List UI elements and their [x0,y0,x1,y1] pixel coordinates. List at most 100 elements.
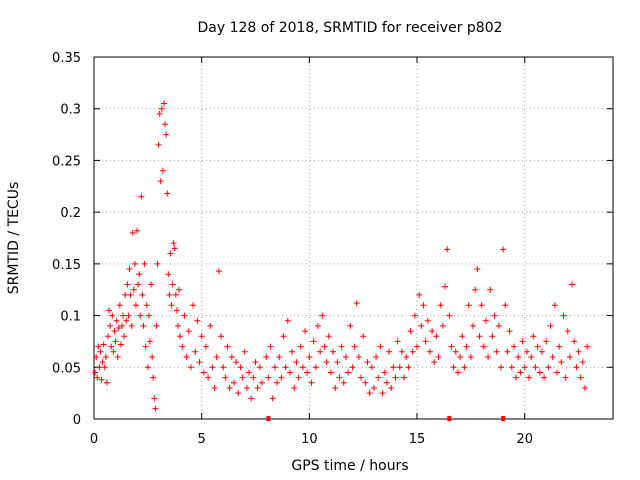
data-point [502,302,509,309]
data-point [144,364,151,371]
data-point [118,322,125,329]
data-point [211,384,218,391]
data-point [476,333,483,340]
data-point [304,369,311,376]
data-point [187,364,194,371]
data-point [547,322,554,329]
data-point [431,359,438,366]
data-point [541,374,548,381]
data-point [523,348,530,355]
data-point [179,343,186,350]
data-point [340,379,347,386]
data-point [554,369,561,376]
data-point [181,312,188,319]
data-point [109,312,116,319]
data-point [209,364,216,371]
data-point [243,384,250,391]
data-point [224,343,231,350]
data-point [577,374,584,381]
gap-marker [501,416,506,421]
data-point [392,374,399,381]
data-point [332,384,339,391]
data-point [205,374,212,381]
data-point [120,312,127,319]
data-point [558,359,565,366]
data-point [190,302,197,309]
data-point [321,343,328,350]
data-point [383,379,390,386]
chart-title: Day 128 of 2018, SRMTID for receiver p80… [197,20,502,36]
data-point [414,343,421,350]
data-point [543,338,550,345]
data-point [98,376,105,383]
data-point [132,302,139,309]
data-point [112,338,119,345]
x-tick-label: 0 [90,432,98,447]
data-point [454,369,461,376]
data-point [325,333,332,340]
data-point [409,348,416,355]
data-point [407,328,414,335]
data-point [485,353,492,360]
data-point [154,260,161,267]
data-point [202,343,209,350]
data-point [394,338,401,345]
data-point [437,302,444,309]
y-tick-label: 0 [73,413,81,428]
data-point [420,302,427,309]
data-point [151,395,158,402]
data-point [474,266,481,273]
data-point [146,338,153,345]
data-point [155,141,162,148]
data-point [136,271,143,278]
data-point [519,338,526,345]
data-point [121,333,128,340]
data-point [491,312,498,319]
data-point [556,343,563,350]
data-point [306,353,313,360]
data-point [113,317,120,324]
data-point [355,353,362,360]
gap-markers [266,416,506,421]
data-point [97,348,104,355]
data-point [422,338,429,345]
data-point [338,343,345,350]
data-point [117,341,124,348]
data-point [295,374,302,381]
data-point [158,105,165,112]
data-point [360,333,367,340]
data-point [538,348,545,355]
data-point [116,302,123,309]
data-point [141,260,148,267]
data-point [159,167,166,174]
data-point [125,312,132,319]
data-point [139,291,146,298]
y-tick-label: 0.1 [60,310,81,325]
data-point [128,322,135,329]
data-point [198,333,205,340]
data-point [215,268,222,275]
data-point [446,312,453,319]
data-point [142,343,149,350]
data-point [148,281,155,288]
data-point [366,390,373,397]
data-point [122,291,129,298]
data-point [135,281,142,288]
data-point [160,100,167,107]
data-point [405,364,412,371]
data-point [299,364,306,371]
data-point [129,229,136,236]
y-tick-label: 0.35 [52,51,81,66]
data-point [93,353,100,360]
data-point [312,364,319,371]
data-point [368,364,375,371]
data-point [164,190,171,197]
data-point [317,348,324,355]
data-point [124,281,131,288]
data-point [248,395,255,402]
data-point [137,312,144,319]
data-point [96,364,103,371]
data-point [278,374,285,381]
data-point [196,359,203,366]
